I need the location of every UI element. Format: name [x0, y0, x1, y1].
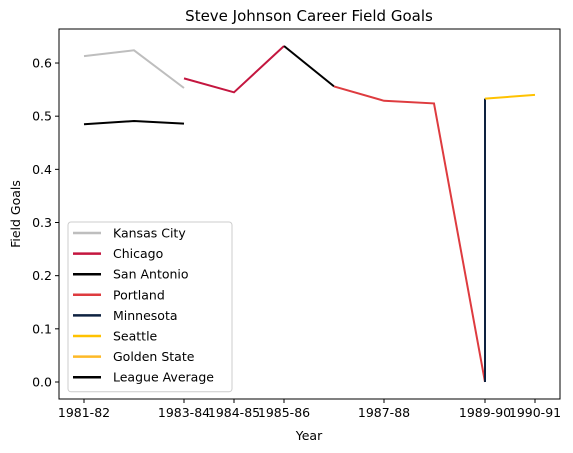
y-axis: 0.0 0.1 0.2 0.3 0.4 0.5 0.6	[32, 56, 59, 389]
chart-title: Steve Johnson Career Field Goals	[185, 7, 433, 25]
y-tick-label: 0.1	[32, 321, 52, 336]
legend-label-seattle: Seattle	[113, 329, 158, 344]
x-tick-label: 1984-85	[208, 405, 260, 420]
x-axis-label: Year	[295, 428, 323, 443]
x-tick-label: 1989-90	[459, 405, 511, 420]
x-tick-label: 1981-82	[58, 405, 110, 420]
y-tick-label: 0.3	[32, 215, 52, 230]
legend-label-minnesota: Minnesota	[113, 308, 178, 323]
series-line-portland	[333, 85, 486, 383]
legend-label-kansas-city: Kansas City	[113, 226, 186, 241]
legend-label-league-average: League Average	[113, 370, 214, 385]
series-line-san-antonio	[283, 45, 335, 88]
x-tick-label: 1983-84	[158, 405, 210, 420]
x-tick-label: 1985-86	[258, 405, 310, 420]
legend-label-golden-state: Golden State	[113, 349, 195, 364]
legend-label-portland: Portland	[113, 287, 165, 302]
y-axis-label: Field Goals	[8, 180, 23, 248]
series-layer	[83, 45, 536, 383]
plot-area	[58, 28, 561, 400]
legend-label-chicago: Chicago	[113, 246, 163, 261]
series-line-kansas-city	[83, 49, 185, 89]
series-line-league-average	[83, 119, 185, 126]
legend-label-san-antonio: San Antonio	[113, 267, 189, 282]
legend: Kansas City Chicago San Antonio Portland Min…	[67, 221, 233, 393]
y-tick-label: 0.0	[32, 374, 52, 389]
x-tick-label: 1987-88	[358, 405, 410, 420]
legend-box	[67, 221, 233, 393]
x-tick-label: 1990-91	[509, 405, 561, 420]
y-tick-label: 0.4	[32, 162, 52, 177]
y-tick-label: 0.5	[32, 109, 52, 124]
y-tick-label: 0.6	[32, 56, 52, 71]
series-line-chicago	[183, 45, 285, 94]
y-tick-label: 0.2	[32, 268, 52, 283]
series-line-seattle	[484, 93, 536, 100]
